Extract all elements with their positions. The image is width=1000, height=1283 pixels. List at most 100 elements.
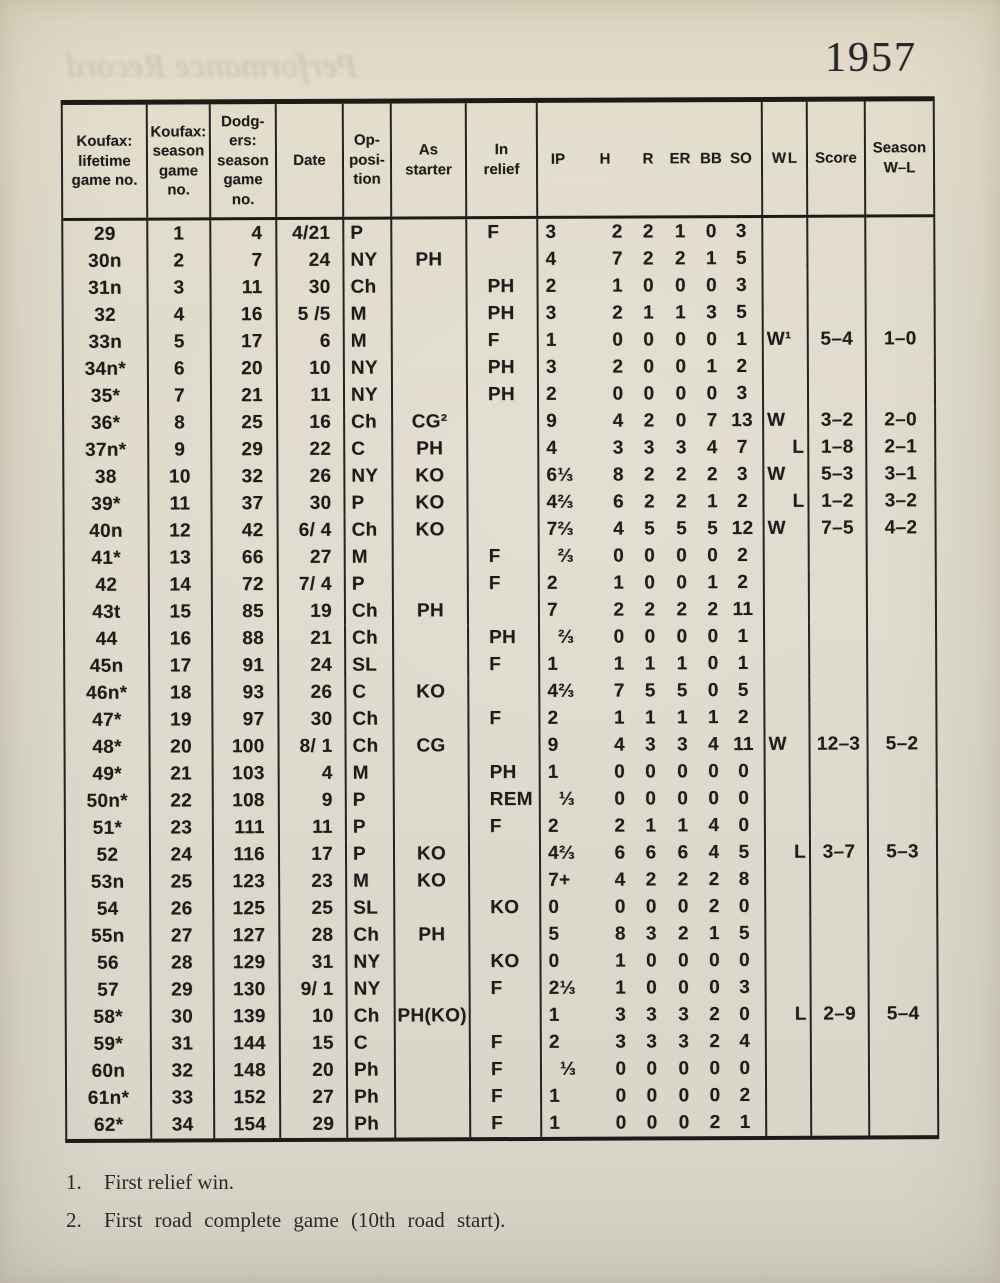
cell-season-wl: 5–3 bbox=[868, 838, 939, 866]
cell-earned-runs: 0 bbox=[677, 788, 689, 810]
cell-lifetime-game-no: 45n bbox=[65, 652, 151, 680]
table-row: 38 10 32 26 NY KO 6 ⅓ 8 2 2 2 3 W 5–3 3–… bbox=[64, 460, 937, 491]
table-row: 51* 23 111 11 P F 2 2 1 1 4 0 bbox=[65, 811, 938, 842]
cell-pitching-stats: 0 0 0 0 2 0 bbox=[541, 892, 767, 921]
cell-runs: 0 bbox=[646, 1058, 658, 1080]
cell-lifetime-game-no: 41* bbox=[64, 544, 150, 572]
cell-in-relief bbox=[468, 434, 540, 463]
cell-in-relief bbox=[470, 866, 542, 895]
cell-season-game-no: 27 bbox=[151, 922, 215, 950]
cell-runs: 0 bbox=[646, 950, 657, 972]
table-row: 56 28 129 31 NY KO 0 1 0 0 0 0 bbox=[66, 946, 939, 977]
cell-strikeouts: 3 bbox=[736, 464, 748, 486]
cell-strikeouts: 5 bbox=[738, 923, 750, 945]
cell-loss bbox=[804, 299, 807, 326]
cell-season-wl bbox=[869, 865, 939, 893]
cell-score bbox=[811, 919, 870, 947]
cell-in-relief: F bbox=[470, 974, 542, 1003]
cell-win bbox=[764, 434, 792, 461]
cell-hits: 0 bbox=[613, 626, 625, 648]
table-row: 49* 21 103 4 M PH 1 0 0 0 0 0 bbox=[65, 757, 938, 788]
cell-dodgers-game-no: 88 bbox=[213, 625, 280, 653]
cell-season-wl bbox=[869, 1054, 940, 1082]
cell-loss: L bbox=[792, 490, 805, 512]
cell-pitching-stats: ⅓ 0 0 0 0 0 bbox=[540, 784, 766, 813]
cell-win-loss bbox=[767, 1108, 813, 1136]
cell-season-game-no: 6 bbox=[148, 355, 212, 383]
cell-strikeouts: 1 bbox=[737, 626, 749, 648]
cell-hits: 0 bbox=[614, 761, 626, 783]
cell-lifetime-game-no: 29 bbox=[63, 220, 149, 248]
col-header-opposition: Op- posi- tion bbox=[343, 103, 393, 217]
cell-loss bbox=[805, 731, 808, 758]
cell-win-loss: W bbox=[764, 406, 810, 434]
cell-earned-runs: 0 bbox=[675, 383, 687, 405]
cell-season-game-no: 19 bbox=[150, 706, 214, 734]
cell-season-wl: 1–0 bbox=[866, 325, 936, 353]
cell-earned-runs: 0 bbox=[675, 275, 687, 297]
cell-in-relief: PH bbox=[467, 353, 539, 382]
cell-hits: 1 bbox=[613, 572, 625, 594]
cell-ip-fraction bbox=[559, 759, 581, 786]
cell-win: W¹ bbox=[766, 328, 792, 350]
cell-ip-whole: 3 bbox=[545, 221, 557, 243]
cell-strikeouts: 4 bbox=[739, 1031, 751, 1053]
cell-hits: 2 bbox=[611, 221, 623, 243]
table-row: 52 24 116 17 P KO 4 ⅔ 6 6 6 4 5 L 3–7 5–… bbox=[65, 838, 939, 869]
cell-lifetime-game-no: 44 bbox=[65, 625, 151, 653]
cell-as-starter: KO bbox=[394, 840, 471, 868]
cell-pitching-stats: 4 7 2 2 1 5 bbox=[538, 244, 764, 273]
cell-runs: 1 bbox=[645, 815, 657, 837]
cell-in-relief: F bbox=[467, 218, 539, 247]
cell-pitching-stats: 2 1 1 1 1 2 bbox=[540, 703, 766, 732]
cell-score bbox=[810, 811, 869, 839]
cell-as-starter: PH bbox=[392, 246, 468, 274]
cell-dodgers-game-no: 116 bbox=[213, 841, 281, 869]
cell-strikeouts: 5 bbox=[735, 248, 747, 270]
cell-dodgers-game-no: 123 bbox=[214, 868, 281, 896]
cell-dodgers-game-no: 4 bbox=[211, 220, 278, 248]
cell-date: 22 bbox=[278, 435, 346, 464]
cell-hits: 3 bbox=[615, 1004, 627, 1026]
cell-win: W bbox=[768, 733, 787, 755]
table-row: 58* 30 139 10 Ch PH(KO) 1 3 3 3 2 0 L 2–… bbox=[66, 1000, 939, 1031]
cell-as-starter bbox=[394, 705, 470, 733]
cell-score bbox=[811, 1054, 871, 1082]
cell-pitching-stats: 3 2 2 1 0 3 bbox=[538, 217, 764, 246]
cell-walks: 0 bbox=[706, 329, 718, 351]
cell-in-relief: F bbox=[470, 1028, 542, 1057]
cell-hits: 1 bbox=[615, 977, 627, 999]
cell-hits: 0 bbox=[612, 383, 624, 405]
cell-dodgers-game-no: 42 bbox=[212, 517, 279, 545]
cell-hits: 4 bbox=[614, 869, 626, 891]
cell-loss bbox=[803, 245, 806, 272]
cell-win bbox=[767, 1001, 795, 1028]
cell-pitching-stats: 2 ⅓ 1 0 0 0 3 bbox=[541, 973, 767, 1002]
cell-ip-fraction: ⅓ bbox=[559, 977, 576, 999]
cell-win-loss bbox=[766, 946, 812, 974]
table-row: 35* 7 21 11 NY PH 2 0 0 0 0 3 bbox=[63, 379, 937, 410]
cell-season-wl bbox=[866, 298, 936, 326]
cell-loss: L bbox=[794, 841, 807, 863]
cell-dodgers-game-no: 91 bbox=[213, 652, 280, 680]
table-row: 55n 27 127 28 Ch PH 5 8 3 2 1 5 bbox=[66, 919, 939, 950]
cell-loss bbox=[805, 515, 808, 542]
cell-score bbox=[810, 622, 869, 650]
cell-date: 25 bbox=[280, 894, 348, 923]
cell-runs: 5 bbox=[644, 518, 656, 540]
cell-earned-runs: 3 bbox=[677, 734, 689, 756]
cell-win-loss bbox=[763, 379, 810, 407]
cell-strikeouts: 5 bbox=[738, 842, 750, 864]
cell-earned-runs: 3 bbox=[678, 1031, 690, 1053]
cell-season-wl bbox=[866, 244, 936, 272]
cell-dodgers-game-no: 29 bbox=[212, 436, 279, 464]
cell-win-loss bbox=[764, 568, 810, 596]
table-row: 45n 17 91 24 SL F 1 1 1 1 0 1 bbox=[65, 649, 938, 680]
cell-earned-runs: 3 bbox=[678, 1004, 690, 1026]
cell-pitching-stats: 2 1 0 0 0 3 bbox=[538, 271, 764, 300]
cell-win bbox=[767, 1028, 807, 1055]
cell-opposition: Ch bbox=[347, 921, 396, 949]
cell-strikeouts: 2 bbox=[736, 491, 748, 513]
cell-loss bbox=[803, 218, 806, 245]
col-header-koufax-season-game-no: Koufax: season game no. bbox=[147, 104, 212, 218]
